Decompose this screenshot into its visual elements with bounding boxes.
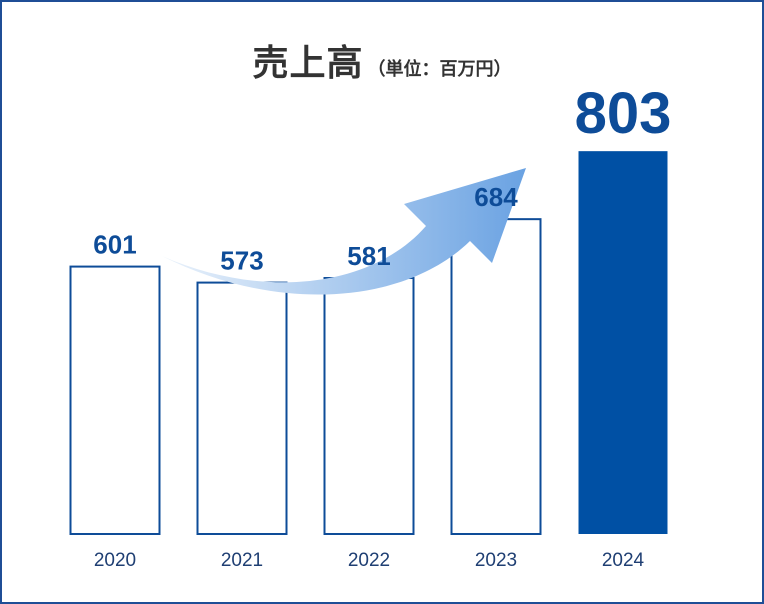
value-label-2020: 601 <box>93 230 136 260</box>
trend-arrow-icon <box>162 168 526 295</box>
bar-2022 <box>323 277 415 535</box>
bars-group <box>69 151 668 536</box>
x-tick-label-2021: 2021 <box>221 550 263 571</box>
value-label-2022: 581 <box>347 241 390 271</box>
x-tick-label-2020: 2020 <box>94 550 136 571</box>
x-tick-label-2022: 2022 <box>348 550 390 571</box>
labels-group: 601 2020 573 2021 581 2022 684 2023 803 2024 <box>93 81 671 571</box>
bar-2023 <box>450 218 542 535</box>
value-label-2021: 573 <box>220 246 263 276</box>
x-tick-label-2024: 2024 <box>602 550 645 571</box>
bar-2024 <box>578 151 668 535</box>
chart-title: 売上高 （単位：百万円） <box>0 34 764 86</box>
bar-2020 <box>69 265 161 535</box>
value-label-2024: 803 <box>575 81 672 146</box>
unit-label: （単位：百万円） <box>367 59 512 80</box>
value-label-2023: 684 <box>474 182 518 212</box>
x-tick-label-2023: 2023 <box>475 550 517 571</box>
bar-2021 <box>196 281 288 536</box>
title-text: 売上高 <box>252 43 364 84</box>
